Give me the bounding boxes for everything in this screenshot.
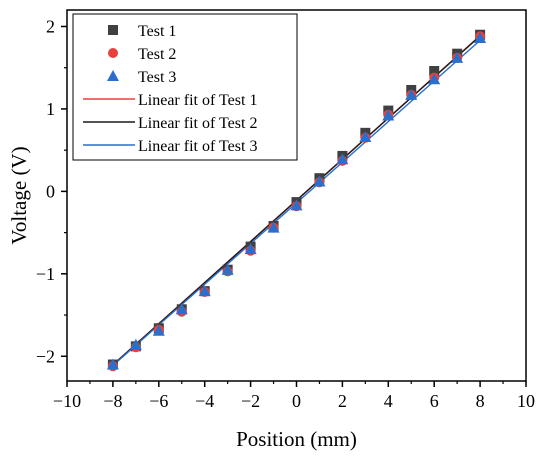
data-point-test-3	[129, 338, 142, 350]
data-point-test-3	[267, 221, 280, 233]
legend-label: Test 2	[138, 46, 176, 63]
legend-label: Linear fit of Test 2	[138, 115, 257, 132]
x-tick-label: −4	[195, 391, 214, 411]
data-point-test-3	[405, 88, 418, 100]
x-tick-label: 0	[292, 391, 301, 411]
data-point-test-3	[313, 175, 326, 187]
x-tick-label: −8	[103, 391, 122, 411]
y-tick-label: −1	[36, 264, 55, 284]
data-point-test-3	[451, 51, 464, 63]
legend-marker-test-3	[107, 70, 119, 81]
data-point-test-1	[429, 66, 440, 77]
legend: Test 1 Test 2 Test 3 Linear fit of Test 1 Li…	[72, 13, 298, 161]
x-tick-label: −6	[149, 391, 168, 411]
data-point-test-3	[474, 32, 487, 44]
data-point-test-3	[359, 130, 372, 142]
data-point-test-3	[290, 199, 303, 211]
legend-marker-test-2	[108, 48, 118, 58]
data-points	[106, 29, 487, 372]
data-point-test-3	[244, 243, 257, 255]
y-axis: −2 −1 0 1 2	[36, 16, 67, 366]
legend-label: Linear fit of Test 3	[138, 138, 257, 155]
y-tick-label: 0	[46, 181, 55, 201]
y-axis-title: Voltage (V)	[7, 146, 31, 244]
legend-label: Test 3	[138, 69, 176, 86]
data-point-test-3	[336, 153, 349, 165]
x-axis-title: Position (mm)	[236, 427, 357, 451]
x-tick-label: −2	[241, 391, 260, 411]
data-point-test-3	[152, 324, 165, 336]
x-tick-label: −10	[53, 391, 81, 411]
legend-box	[72, 13, 298, 161]
data-point-test-3	[175, 303, 188, 315]
data-point-test-3	[221, 263, 234, 275]
x-tick-label: 10	[517, 391, 535, 411]
legend-marker-test-1	[108, 25, 118, 35]
y-tick-label: −2	[36, 346, 55, 366]
x-tick-label: 8	[476, 391, 485, 411]
data-point-test-3	[106, 358, 119, 370]
data-point-test-3	[198, 285, 211, 297]
data-point-test-3	[428, 73, 441, 85]
x-tick-label: 4	[384, 391, 393, 411]
x-axis: −10 −8 −6 −4 −2 0 2 4 6 8 10	[53, 381, 535, 411]
y-tick-label: 2	[46, 16, 55, 36]
x-tick-label: 6	[430, 391, 439, 411]
legend-label: Test 1	[138, 23, 176, 40]
data-point-test-3	[382, 109, 395, 121]
legend-label: Linear fit of Test 1	[138, 92, 257, 109]
x-tick-label: 2	[338, 391, 347, 411]
y-tick-label: 1	[46, 99, 55, 119]
